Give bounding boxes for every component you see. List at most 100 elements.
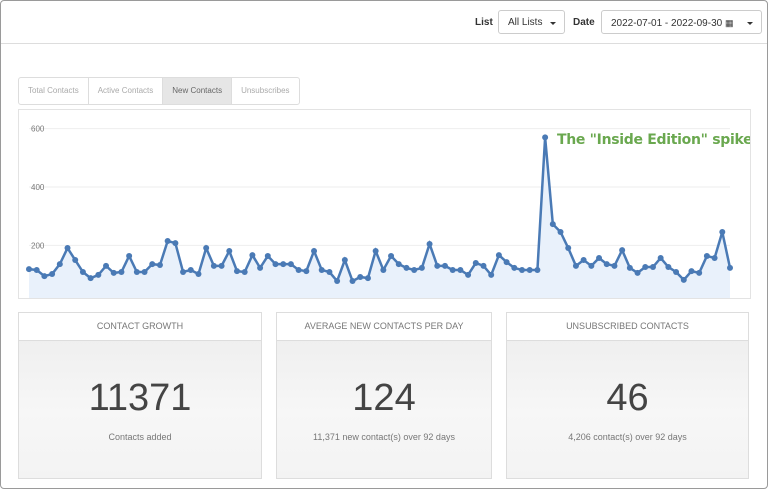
point [103,262,110,269]
tab[interactable]: Unsubscribes [241,86,290,95]
point [33,266,40,273]
point [26,266,32,273]
point [334,278,341,285]
point [642,264,649,271]
point [580,257,587,264]
card-title: AVERAGE NEW CONTACTS PER DAY [277,313,491,341]
point [449,266,456,273]
point [64,245,71,252]
point [611,262,618,269]
point [87,275,94,282]
point [210,262,217,269]
card-value: 11371 [88,377,192,419]
point [457,266,464,273]
point [172,240,179,247]
point [349,278,356,285]
point [272,261,279,268]
point [79,269,86,276]
tab[interactable]: New Contacts [163,78,233,104]
point [711,254,718,261]
point [626,264,633,271]
point [195,271,202,278]
point [388,252,395,259]
chart: 200 400 600 The "Inside Edition" spike [26,125,753,298]
point [226,247,233,254]
annotation: The "Inside Edition" spike [557,132,750,148]
point [526,266,533,273]
y-tick-label: 400 [31,183,45,192]
point [418,264,425,271]
point [565,245,572,252]
point [703,252,710,259]
y-tick-label: 600 [31,125,45,134]
list-label: List [475,17,493,28]
point [287,261,294,268]
point [395,261,402,268]
point [511,264,518,271]
point [249,252,256,259]
point [303,268,310,275]
point [495,252,502,259]
point [441,262,448,269]
stat-card: UNSUBSCRIBED CONTACTS 46 4,206 contact(s) … [506,312,749,479]
caret [747,22,753,25]
point [596,254,603,261]
point [434,262,441,269]
point [657,254,664,261]
card-title: CONTACT GROWTH [19,313,261,341]
point [56,261,63,268]
point [372,247,379,254]
point [542,134,549,141]
point [41,273,48,280]
point [49,271,56,278]
chart-panel: 200 400 600 The "Inside Edition" spike [18,109,753,299]
point [311,247,318,254]
point [688,268,695,275]
point [680,276,687,283]
date-picker[interactable]: 2022-07-01 - 2022-09-30 ▦ [601,10,762,34]
tabs: Total Contacts Active Contacts New Contact… [18,77,300,105]
point [180,269,187,276]
point [156,261,163,268]
point [149,261,156,268]
point [357,273,364,280]
point [719,228,726,235]
point [218,262,225,269]
point [534,266,541,273]
point [280,261,287,268]
y-tick-label: 200 [31,241,45,250]
card-caption: 11,371 new contact(s) over 92 days [313,432,455,442]
point [488,271,495,278]
point [503,259,510,266]
point [588,262,595,269]
tab[interactable]: Total Contacts [19,78,89,104]
point [480,262,487,269]
point [203,245,210,252]
point [133,269,140,276]
point [673,269,680,276]
stat-card: CONTACT GROWTH 11371 Contacts added [18,312,262,479]
tab[interactable]: Active Contacts [89,78,164,104]
point [634,269,641,276]
point [727,264,733,271]
point [557,228,564,235]
point [295,266,302,273]
point [95,271,102,278]
point [72,257,79,264]
point [519,266,526,273]
date-value: 2022-07-01 - 2022-09-30 [611,18,723,29]
card-title: UNSUBSCRIBED CONTACTS [507,313,748,341]
point [233,268,240,275]
point [264,252,271,259]
point [110,269,117,276]
point [603,261,610,268]
point [141,269,148,276]
calendar-icon: ▦ [724,18,734,28]
card-caption: 4,206 contact(s) over 92 days [568,432,687,442]
list-dropdown[interactable]: All Lists [498,10,565,34]
card-value: 124 [352,377,416,419]
card-value: 46 [606,377,649,419]
point [380,266,387,273]
point [572,262,579,269]
